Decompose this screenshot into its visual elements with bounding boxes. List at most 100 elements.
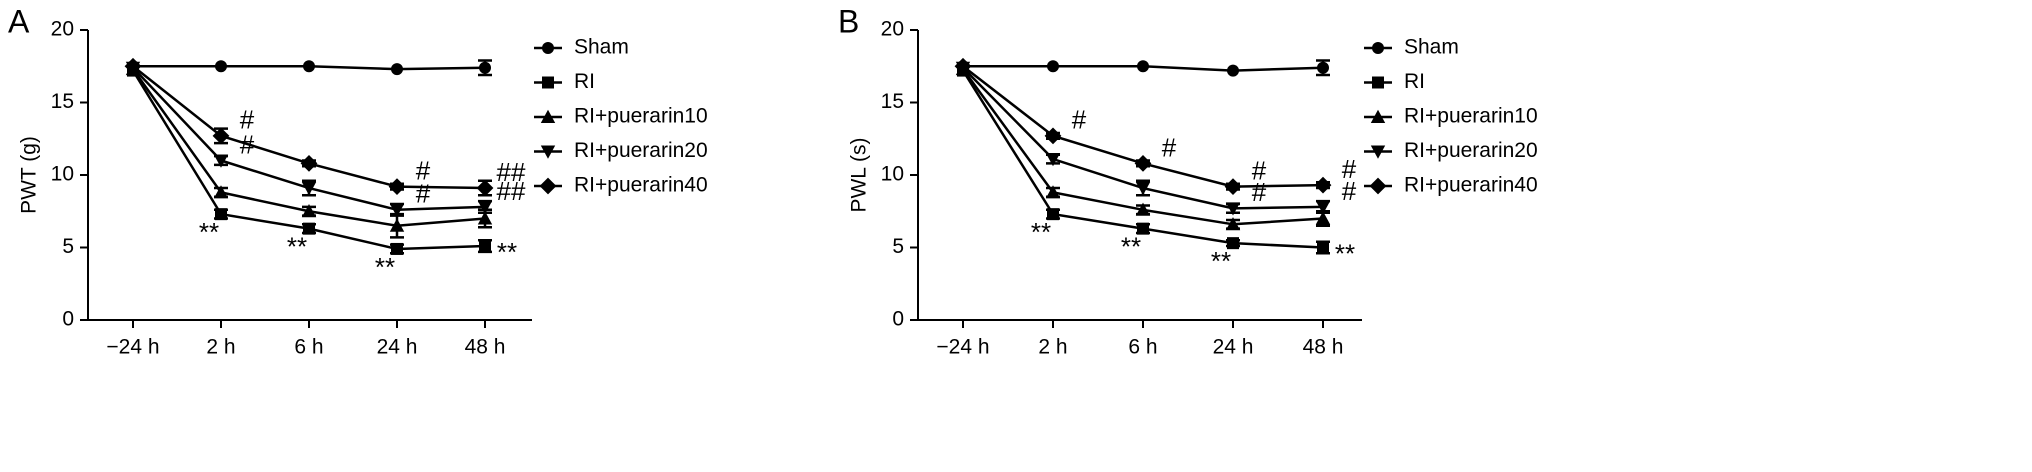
x-tick-label: 48 h: [1303, 336, 1344, 359]
data-point: [301, 182, 317, 196]
data-point: [1045, 185, 1061, 199]
x-tick-label: −24 h: [106, 336, 159, 359]
legend-marker: [542, 42, 554, 54]
data-point: [1315, 200, 1331, 215]
x-tick-label: 2 h: [206, 336, 235, 359]
data-point: [479, 240, 491, 253]
significance-mark: **: [199, 217, 219, 247]
significance-mark: **: [1211, 246, 1231, 276]
data-point: [1227, 64, 1239, 77]
x-tick-label: 2 h: [1038, 336, 1067, 359]
y-tick-label: 5: [62, 235, 74, 258]
data-point: [1045, 153, 1061, 167]
data-point: [215, 60, 227, 73]
data-point: [213, 154, 229, 168]
panel-label: A: [8, 3, 30, 39]
legend-marker: [540, 145, 556, 159]
data-point: [389, 203, 405, 217]
data-point: [1315, 211, 1331, 225]
data-point: [1137, 60, 1149, 73]
significance-mark: **: [1031, 217, 1051, 247]
data-point: [1225, 202, 1241, 216]
data-point: [215, 208, 227, 221]
y-tick-label: 0: [62, 308, 74, 331]
significance-mark: #: [1162, 132, 1177, 162]
legend-label: Sham: [1404, 36, 1459, 59]
x-tick-label: 48 h: [465, 336, 506, 359]
data-point: [1227, 237, 1239, 250]
data-point: [213, 185, 229, 199]
data-point: [477, 200, 493, 215]
legend-marker: [1370, 145, 1386, 159]
data-point: [1317, 61, 1329, 74]
data-point: [476, 179, 494, 197]
series-line: [961, 68, 1324, 226]
data-point: [477, 211, 493, 225]
legend-label: RI+puerarin10: [574, 105, 708, 128]
y-axis-label: PWT (g): [18, 136, 41, 214]
data-point: [1135, 182, 1151, 196]
y-tick-label: 10: [51, 163, 74, 186]
legend-label: RI+puerarin40: [574, 174, 708, 197]
significance-mark: #: [240, 105, 255, 135]
series-line: [131, 68, 486, 228]
legend-marker: [542, 76, 554, 89]
data-point: [391, 242, 403, 255]
data-point: [300, 155, 318, 172]
y-tick-label: 5: [892, 235, 904, 258]
x-tick-label: 24 h: [377, 336, 418, 359]
data-point: [212, 127, 230, 145]
y-tick-label: 10: [881, 163, 904, 186]
significance-mark: #: [416, 155, 431, 185]
data-point: [389, 218, 405, 232]
legend-label: RI+puerarin20: [1404, 139, 1538, 162]
x-tick-label: 6 h: [1128, 336, 1157, 359]
x-tick-label: 6 h: [294, 336, 323, 359]
legend-marker: [539, 177, 557, 195]
significance-mark: **: [497, 237, 517, 267]
data-point: [1047, 60, 1059, 73]
data-point: [1137, 222, 1149, 235]
data-point: [1314, 176, 1332, 194]
significance-mark: **: [1335, 238, 1355, 268]
significance-mark: **: [287, 232, 307, 262]
significance-mark: #: [1072, 105, 1087, 135]
significance-mark: #: [1342, 154, 1357, 184]
significance-mark: #: [1252, 155, 1267, 185]
y-axis-label: PWL (s): [848, 137, 871, 212]
y-tick-label: 20: [881, 18, 904, 41]
data-point: [1317, 241, 1329, 254]
legend-marker: [1372, 76, 1384, 89]
data-point: [301, 204, 317, 218]
data-point: [1225, 217, 1241, 231]
legend-label: RI: [1404, 70, 1425, 93]
significance-mark: **: [1121, 232, 1141, 262]
y-tick-label: 15: [51, 90, 74, 113]
y-tick-label: 15: [881, 90, 904, 113]
data-point: [1044, 127, 1062, 145]
significance-mark: #: [1252, 177, 1267, 207]
significance-mark: **: [375, 252, 395, 282]
significance-mark: #: [1342, 176, 1357, 206]
data-point: [303, 222, 315, 235]
legend-marker: [1370, 109, 1386, 123]
legend-label: RI+puerarin40: [1404, 174, 1538, 197]
legend-marker: [1372, 42, 1384, 54]
legend-label: RI+puerarin20: [574, 139, 708, 162]
legend-label: RI: [574, 70, 595, 93]
legend-label: RI+puerarin10: [1404, 105, 1538, 128]
data-point: [303, 60, 315, 73]
data-point: [1224, 178, 1242, 195]
x-tick-label: 24 h: [1213, 336, 1254, 359]
significance-mark: ##: [497, 176, 526, 206]
legend-marker: [1369, 177, 1387, 195]
y-tick-label: 20: [51, 18, 74, 41]
legend-marker: [540, 109, 556, 123]
data-point: [1134, 155, 1152, 172]
data-point: [388, 178, 406, 195]
data-point: [391, 63, 403, 76]
data-point: [954, 57, 972, 75]
data-point: [1135, 202, 1151, 216]
data-point: [479, 61, 491, 74]
